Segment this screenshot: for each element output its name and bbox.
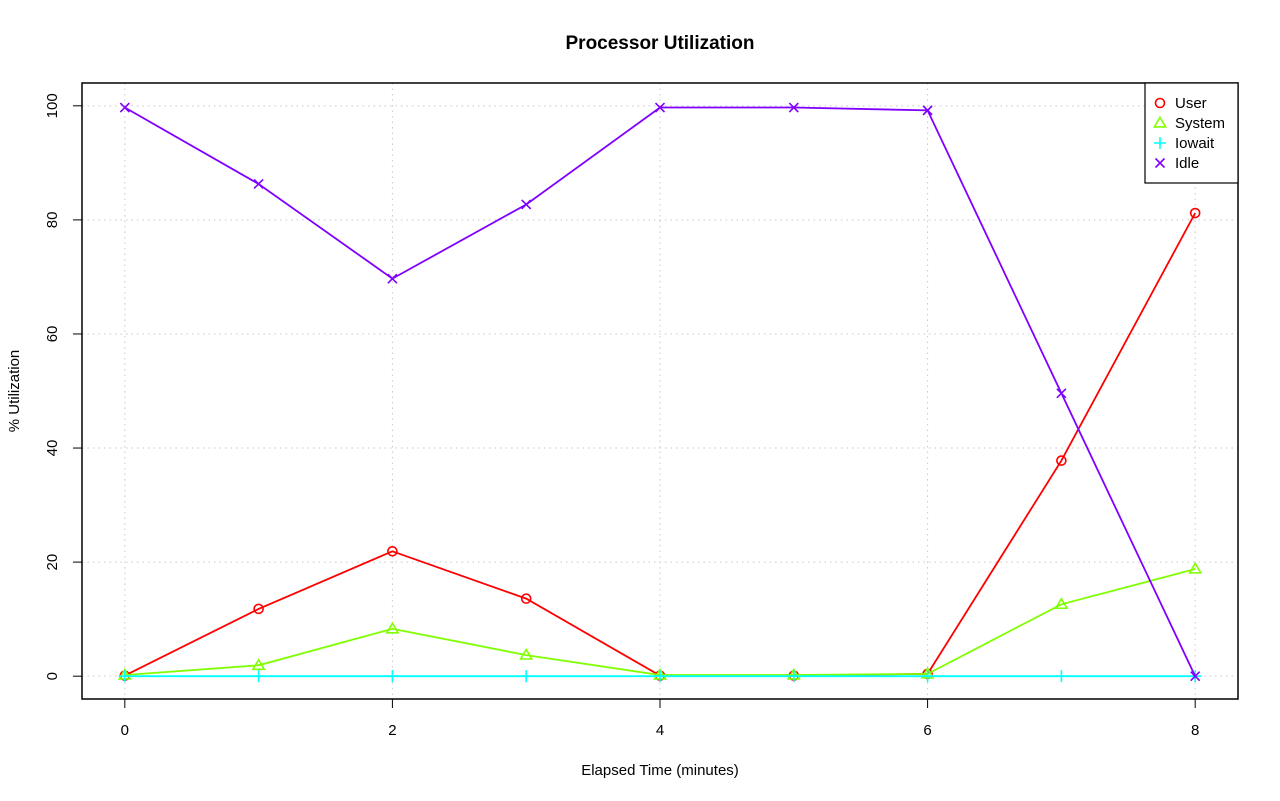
series-iowait: [118, 670, 1202, 683]
data-point-iowait: [520, 670, 533, 683]
data-point-user: [253, 603, 264, 615]
legend-item-idle: Idle: [1154, 155, 1199, 172]
data-point-system: [519, 647, 534, 660]
legend-item-user: User: [1154, 95, 1207, 112]
y-axis-label: % Utilization: [6, 350, 23, 433]
legend-item-iowait: Iowait: [1154, 135, 1215, 152]
data-point-idle: [1056, 388, 1067, 399]
data-point-iowait: [252, 670, 265, 683]
data-point-user: [1189, 207, 1201, 219]
data-point-idle: [1190, 671, 1201, 682]
data-point-system: [1054, 597, 1069, 610]
data-point-system: [385, 621, 400, 634]
chart-title: Processor Utilization: [566, 33, 755, 54]
data-point-user: [387, 545, 398, 557]
x-tick-label: 8: [1191, 722, 1199, 739]
data-point-idle: [387, 273, 398, 284]
series-group: [117, 102, 1203, 683]
x-tick-label: 6: [923, 722, 931, 739]
data-point-idle: [788, 102, 799, 113]
data-point-iowait: [386, 670, 399, 683]
data-point-user: [520, 593, 532, 604]
legend-box: [1144, 82, 1239, 184]
legend-item-system: System: [1153, 115, 1225, 132]
y-tick-label: 100: [44, 93, 61, 118]
data-point-iowait: [654, 670, 666, 683]
legend-marker-system: [1153, 115, 1167, 128]
data-point-idle: [521, 199, 532, 210]
x-axis-label: Elapsed Time (minutes): [581, 762, 739, 779]
legend-label-user: User: [1175, 95, 1207, 112]
data-point-iowait: [118, 670, 131, 683]
data-point-system: [251, 658, 266, 671]
y-tick-label: 0: [44, 672, 61, 680]
legend-label-system: System: [1175, 115, 1225, 132]
data-point-iowait: [921, 670, 934, 683]
data-point-idle: [119, 102, 130, 113]
legend-label-iowait: Iowait: [1175, 135, 1215, 152]
y-tick-label: 80: [44, 212, 61, 229]
legend-label-idle: Idle: [1175, 155, 1199, 172]
data-point-iowait: [1055, 670, 1068, 683]
legend: User System Iowait Idle: [1144, 82, 1239, 184]
data-point-idle: [253, 178, 264, 190]
data-point-iowait: [787, 670, 800, 683]
y-tick-label: 20: [44, 554, 61, 571]
legend-marker-user: [1154, 97, 1166, 109]
data-point-idle: [654, 102, 666, 113]
series-idle: [119, 102, 1201, 682]
x-tick-label: 2: [388, 722, 396, 739]
data-point-system: [1188, 561, 1203, 574]
y-tick-label: 60: [44, 326, 61, 343]
x-tick-label: 4: [656, 722, 664, 739]
data-point-idle: [922, 105, 933, 116]
y-tick-label: 40: [44, 440, 61, 457]
legend-marker-iowait: [1154, 137, 1166, 149]
data-point-user: [1056, 455, 1067, 466]
legend-marker-idle: [1154, 157, 1166, 169]
x-tick-label: 0: [121, 722, 129, 739]
